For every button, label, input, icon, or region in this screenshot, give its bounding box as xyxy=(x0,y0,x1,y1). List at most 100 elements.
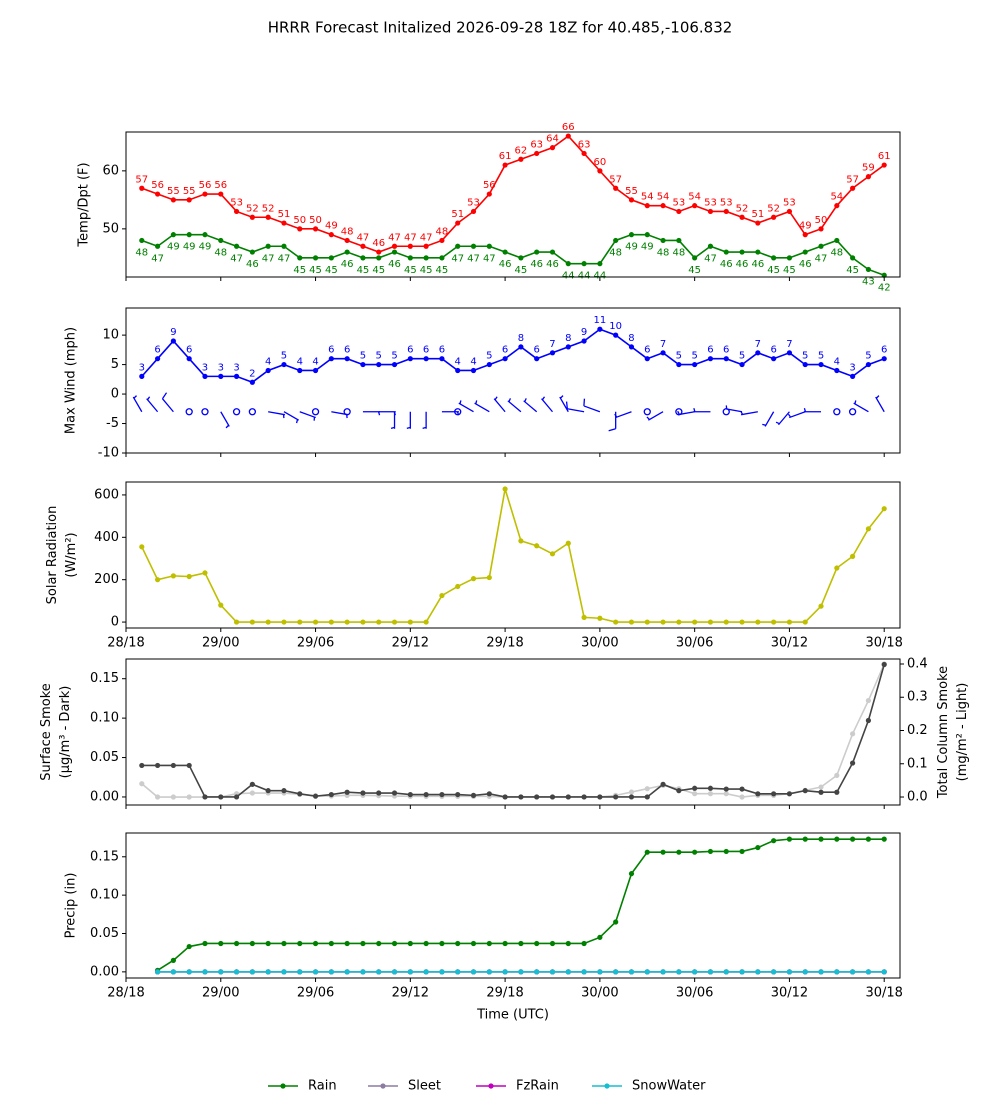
wind-barb xyxy=(406,411,411,429)
wind-barb xyxy=(614,411,632,419)
y-axis-label: (μg/m³ - Dark) xyxy=(58,686,73,779)
value-label: 47 xyxy=(230,253,243,264)
calm-barb xyxy=(185,408,193,416)
data-point xyxy=(881,356,887,362)
data-point xyxy=(613,237,619,244)
data-point xyxy=(581,794,587,800)
data-point xyxy=(771,214,777,220)
data-point xyxy=(139,237,145,244)
value-label: 4 xyxy=(455,356,461,367)
data-point xyxy=(154,243,161,249)
value-label: 6 xyxy=(423,345,429,356)
data-point xyxy=(676,619,682,625)
value-label: 46 xyxy=(388,259,401,270)
data-point xyxy=(834,367,840,374)
wind-barb xyxy=(646,411,664,421)
x-tick-label: 29/00 xyxy=(202,636,239,651)
data-point xyxy=(628,969,635,975)
data-point xyxy=(581,150,587,157)
data-point xyxy=(502,356,508,362)
data-point xyxy=(786,969,793,975)
value-label: 5 xyxy=(676,351,682,362)
value-label: 55 xyxy=(183,186,196,197)
data-point xyxy=(707,791,714,797)
data-point xyxy=(470,792,477,798)
value-label: 45 xyxy=(767,265,780,276)
data-point xyxy=(328,255,334,261)
value-label: 64 xyxy=(546,134,559,145)
x-tick-label: 29/00 xyxy=(202,986,239,1001)
data-point xyxy=(723,356,729,362)
data-point xyxy=(297,226,303,232)
data-point xyxy=(186,197,192,203)
data-point xyxy=(297,367,303,374)
data-point xyxy=(439,237,445,244)
wind-barb xyxy=(565,401,585,413)
data-point xyxy=(154,191,161,197)
value-label: 9 xyxy=(581,327,587,338)
data-point xyxy=(486,191,492,197)
legend-marker xyxy=(604,1083,610,1089)
data-point xyxy=(723,619,729,625)
data-point xyxy=(170,762,176,769)
data-point xyxy=(581,969,587,975)
data-point xyxy=(281,788,287,794)
data-point xyxy=(802,619,808,625)
legend-marker xyxy=(380,1083,386,1089)
value-label: 3 xyxy=(849,362,855,373)
data-point xyxy=(202,232,208,238)
data-point xyxy=(534,150,540,157)
value-label: 8 xyxy=(565,333,571,344)
value-label: 54 xyxy=(688,192,701,203)
data-point xyxy=(486,361,492,368)
data-point xyxy=(376,940,382,947)
legend-label: SnowWater xyxy=(632,1079,706,1094)
data-point xyxy=(549,551,556,557)
data-point xyxy=(391,243,398,249)
value-label: 6 xyxy=(407,345,413,356)
data-point xyxy=(360,243,366,249)
data-point xyxy=(597,794,603,800)
data-point xyxy=(644,232,650,238)
data-point xyxy=(739,249,745,255)
data-point xyxy=(486,243,492,249)
value-label: 4 xyxy=(265,356,271,367)
value-label: 55 xyxy=(625,186,638,197)
x-tick-label: 30/18 xyxy=(865,986,902,1001)
data-point xyxy=(376,255,382,261)
value-label: 49 xyxy=(183,242,196,253)
wind-barb xyxy=(283,411,300,424)
wind-barb xyxy=(853,400,869,413)
data-point xyxy=(344,619,350,625)
y-tick-label: 0 xyxy=(111,615,119,630)
value-label: 49 xyxy=(325,221,338,232)
data-point xyxy=(455,243,461,249)
data-point xyxy=(265,214,271,220)
value-label: 47 xyxy=(451,253,464,264)
value-label: 45 xyxy=(846,265,859,276)
value-label: 47 xyxy=(151,253,164,264)
data-point xyxy=(328,232,334,238)
value-label: 48 xyxy=(657,247,670,258)
data-point xyxy=(613,185,619,191)
data-point xyxy=(786,836,793,842)
data-point xyxy=(581,261,587,267)
value-label: 53 xyxy=(783,197,796,208)
data-point xyxy=(644,794,650,800)
data-point xyxy=(865,361,872,368)
y-tick-label: 10 xyxy=(102,328,119,343)
data-point xyxy=(707,848,714,855)
y-tick-label: -5 xyxy=(106,416,119,431)
y2-tick-label: 0.0 xyxy=(907,790,928,805)
data-point xyxy=(281,243,287,249)
data-point xyxy=(502,162,508,168)
data-point xyxy=(644,849,650,855)
y-tick-label: 0.10 xyxy=(90,711,119,726)
data-point xyxy=(328,969,334,975)
value-label: 3 xyxy=(218,362,224,373)
data-point xyxy=(771,255,777,261)
data-point xyxy=(597,969,603,975)
value-label: 43 xyxy=(862,276,875,287)
series-line xyxy=(141,664,885,798)
data-point xyxy=(755,350,761,356)
